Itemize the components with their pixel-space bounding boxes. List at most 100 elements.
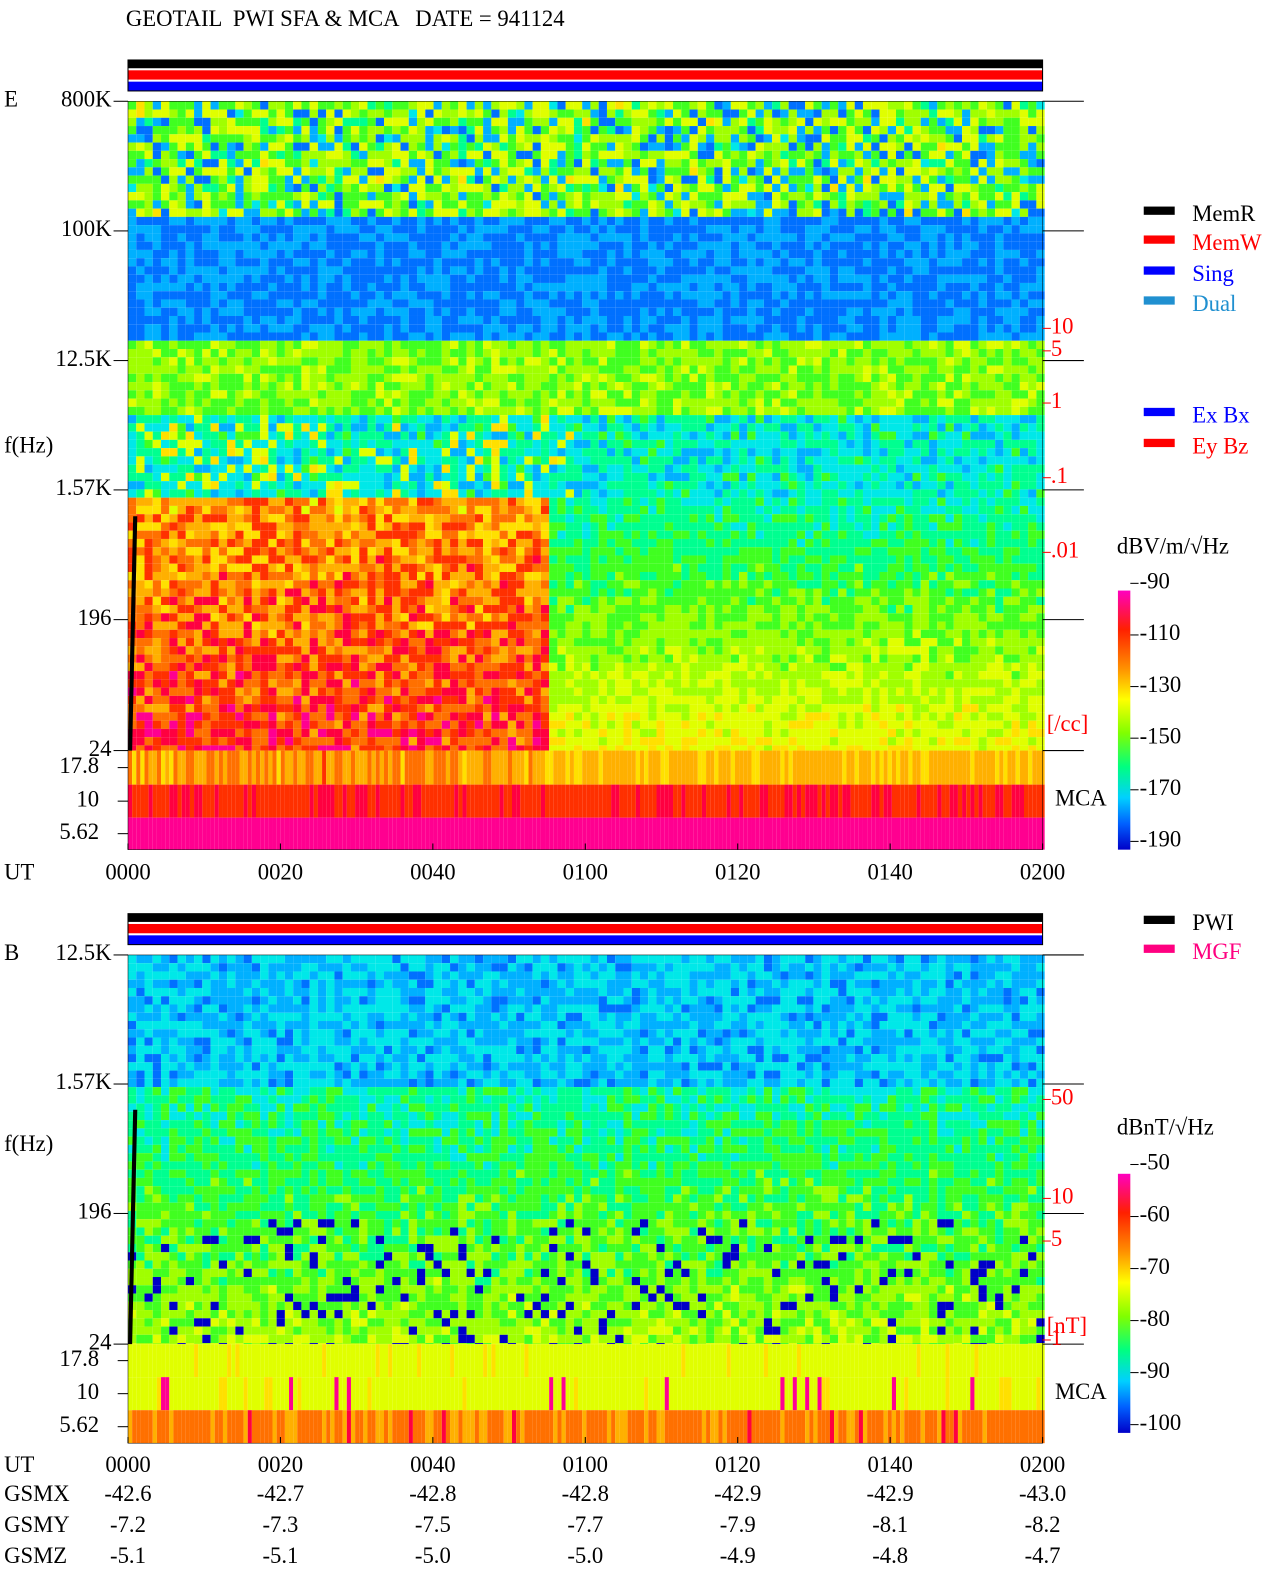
spectrogram-cell [590,415,599,424]
spectrogram-cell [293,415,302,424]
spectrogram-cell [384,423,393,432]
spectrogram-cell [871,365,880,374]
spectrogram-cell [549,291,558,300]
spectrogram-cell [507,134,517,143]
spectrogram-cell [887,315,896,325]
spectrogram-cell [673,357,682,366]
spectrogram-cell [276,324,285,333]
spectrogram-cell [640,307,649,316]
spectrogram-cell [912,274,921,283]
spectrogram-cell [491,134,500,143]
spectrogram-cell [697,200,707,209]
spectrogram-cell [714,200,723,209]
spectrogram-cell [243,423,252,432]
spectrogram-cell [573,291,583,300]
spectrogram-cell [524,324,533,333]
spectrogram-cell [970,439,979,449]
spectrogram-cell [1019,373,1029,383]
spectrogram-cell [227,439,236,449]
spectrogram-cell [549,117,558,127]
spectrogram-cell [937,390,946,399]
spectrogram-cell [384,192,393,201]
spectrogram-cell [375,357,384,366]
spectrogram-cell [144,299,153,308]
spectrogram-cell [747,456,756,465]
spectrogram-cell [573,109,583,118]
spectrogram-cell [788,101,797,110]
spectrogram-cell [573,126,583,135]
spectrogram-cell [235,175,244,184]
spectrogram-cell [1003,439,1012,449]
spectrogram-cell [483,183,492,193]
spectrogram-cell [276,200,285,209]
spectrogram-cell [185,324,195,333]
spectrogram-cell [582,225,591,234]
spectrogram-cell [573,307,583,316]
spectrogram-cell [466,464,475,473]
spectrogram-cell [763,464,773,473]
spectrogram-cell [185,150,195,160]
spectrogram-cell [317,415,327,424]
spectrogram-cell [714,274,723,283]
spectrogram-cell [648,423,657,432]
spectrogram-cell [681,365,690,374]
spectrogram-cell [491,332,500,341]
spectrogram-cell [251,167,261,176]
spectrogram-cell [945,126,954,135]
spectrogram-cell [838,266,847,275]
spectrogram-cell [929,390,938,399]
spectrogram-cell [689,274,698,283]
spectrogram-cell [177,282,186,292]
spectrogram-cell [796,134,806,143]
spectrogram-cell [466,340,475,350]
spectrogram-cell [557,266,566,275]
spectrogram-cell [128,423,137,432]
spectrogram-cell [673,208,682,217]
spectrogram-cell [631,101,640,110]
spectrogram-cell [995,415,1004,424]
spectrogram-cell [532,175,541,184]
spectrogram-cell [491,398,500,407]
spectrogram-cell [573,200,583,209]
spectrogram-cell [747,274,756,283]
spectrogram-cell [648,159,657,168]
spectrogram-cell [945,332,954,341]
spectrogram-cell [260,324,269,333]
spectrogram-cell [582,282,591,292]
spectrogram-cell [367,266,376,275]
spectrogram-cell [714,225,723,234]
spectrogram-cell [417,175,426,184]
spectrogram-cell [962,398,971,407]
spectrogram-cell [945,406,954,416]
spectrogram-cell [780,439,789,449]
spectrogram-cell [235,439,244,449]
spectrogram-cell [260,258,269,267]
spectrogram-cell [673,134,682,143]
spectrogram-cell [375,423,384,432]
spectrogram-cell [491,225,500,234]
spectrogram-cell [722,324,731,333]
spectrogram-cell [326,167,335,176]
spectrogram-cell [458,415,467,424]
spectrogram-cell [978,439,987,449]
spectrogram-cell [623,249,632,259]
spectrogram-cell [152,266,162,275]
spectrogram-cell [276,332,285,341]
spectrogram-cell [673,150,682,160]
spectrogram-cell [829,241,839,250]
spectrogram-cell [887,233,896,242]
spectrogram-cell [978,142,987,151]
spectrogram-cell [384,340,393,350]
spectrogram-cell [706,159,715,168]
spectrogram-cell [210,365,219,374]
spectrogram-cell [1011,216,1020,226]
spectrogram-cell [524,448,533,457]
spectrogram-cell [747,431,756,440]
spectrogram-cell [714,373,723,383]
spectrogram-cell [912,282,921,292]
spectrogram-cell [714,101,723,110]
spectrogram-cell [400,423,409,432]
spectrogram-cell [871,233,880,242]
spectrogram-cell [251,291,261,300]
spectrogram-cell [218,192,228,201]
